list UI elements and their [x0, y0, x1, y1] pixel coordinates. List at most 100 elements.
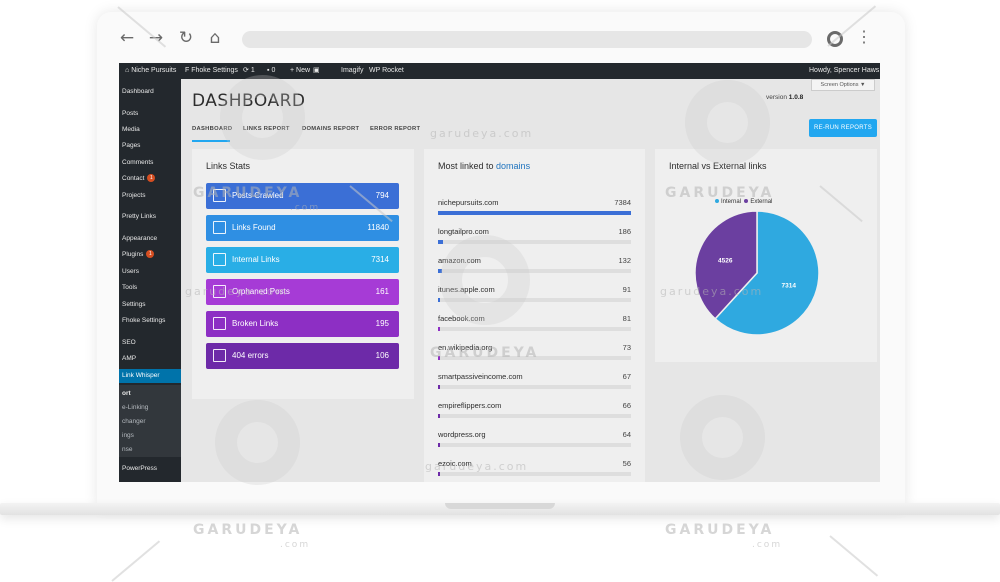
domain-count: 186 [618, 227, 631, 236]
home-icon[interactable]: ⌂ [209, 28, 221, 48]
screen-options-button[interactable]: Screen Options ▼ [811, 79, 875, 91]
page-title: DASHBOARD [192, 91, 306, 111]
sidebar-item-seo[interactable]: SEO [122, 339, 136, 346]
domain-bar [438, 240, 443, 244]
imagify-link[interactable]: Imagify [341, 67, 364, 74]
site-home-link[interactable]: ⌂ Niche Pursuits [125, 67, 177, 74]
address-bar[interactable] [242, 31, 812, 48]
profile-icon[interactable] [827, 31, 843, 47]
submenu-item-settings[interactable]: ings [122, 432, 134, 439]
sidebar-item-settings[interactable]: Settings [122, 301, 146, 308]
sidebar-item-posts[interactable]: Posts [122, 110, 139, 117]
watermark-text: GARUDEYA [193, 522, 303, 538]
domain-row[interactable]: en.wikipedia.org 73 [438, 343, 631, 372]
submenu-item-license[interactable]: nse [122, 446, 133, 453]
domain-bar [438, 269, 442, 273]
sidebar-item-projects[interactable]: Projects [122, 192, 146, 199]
domain-row[interactable]: smartpassiveincome.com 67 [438, 372, 631, 401]
domain-bar-track [438, 240, 631, 244]
howdy-user[interactable]: Howdy, Spencer Haws [809, 67, 880, 74]
sidebar-item-tools[interactable]: Tools [122, 284, 138, 291]
sidebar-item-amp[interactable]: AMP [122, 355, 137, 362]
fhoke-settings-link[interactable]: F Fhoke Settings [185, 67, 238, 74]
sidebar-item-pretty-links[interactable]: Pretty Links [122, 213, 156, 220]
wp-rocket-link[interactable]: WP Rocket [369, 67, 404, 74]
watermark-domain: .com [752, 540, 783, 550]
sidebar-item-pages[interactable]: Pages [122, 142, 141, 149]
comments-link[interactable]: ▪ 0 [267, 67, 276, 74]
laptop-notch [445, 503, 555, 509]
sidebar-item-link-whisper[interactable]: Link Whisper [119, 369, 181, 383]
domain-row[interactable]: amazon.com 132 [438, 256, 631, 285]
domain-name: wordpress.org [438, 430, 486, 439]
domain-bar-track [438, 298, 631, 302]
domain-name: longtailpro.com [438, 227, 489, 236]
reload-icon[interactable]: ↻ [178, 28, 194, 48]
sidebar-item-powerpress[interactable]: PowerPress [122, 465, 158, 472]
tab-error-report[interactable]: ERROR REPORT [370, 126, 421, 132]
stat-label: Posts Crawled [232, 191, 284, 200]
domain-row[interactable]: wordpress.org 64 [438, 430, 631, 459]
domain-name: empireflippers.com [438, 401, 502, 410]
stat-tile[interactable]: Broken Links 195 [206, 311, 399, 337]
sidebar-item-appearance[interactable]: Appearance [122, 235, 158, 242]
tab-links-report[interactable]: LINKS REPORT [243, 126, 290, 132]
rerun-reports-button[interactable]: RE-RUN REPORTS [809, 119, 877, 137]
sidebar-item-users[interactable]: Users [122, 268, 139, 275]
domain-row[interactable]: ezoic.com 56 [438, 459, 631, 482]
sidebar-item-fhoke-settings[interactable]: Fhoke Settings [122, 317, 166, 324]
sidebar-item-contact[interactable]: Contact 1 [119, 172, 181, 186]
domain-name: en.wikipedia.org [438, 343, 493, 352]
sidebar-item-comments[interactable]: Comments [122, 159, 154, 166]
stat-value: 161 [375, 287, 389, 296]
sidebar-item-media[interactable]: Media [122, 126, 140, 133]
stat-tile[interactable]: Links Found 11840 [206, 215, 399, 241]
stat-tile[interactable]: 404 errors 106 [206, 343, 399, 369]
stat-tile[interactable]: Orphaned Posts 161 [206, 279, 399, 305]
domain-count: 81 [622, 314, 631, 323]
domain-row[interactable]: facebook.com 81 [438, 314, 631, 343]
contact-count-badge: 1 [147, 174, 156, 183]
updates-link[interactable]: ⟳ 1 [243, 67, 255, 74]
domain-count: 7384 [614, 198, 631, 207]
active-tab-indicator [192, 140, 230, 142]
stat-label: Internal Links [232, 255, 280, 264]
tab-domains-report[interactable]: DOMAINS REPORT [302, 126, 360, 132]
back-arrow-icon[interactable]: ← [119, 28, 135, 48]
domain-bar-track [438, 385, 631, 389]
kebab-menu-icon[interactable]: ⋮ [856, 29, 872, 46]
stat-value: 794 [375, 191, 389, 200]
domain-bar [438, 298, 441, 302]
tab-dashboard[interactable]: DASHBOARD [192, 126, 233, 132]
domain-count: 64 [622, 430, 631, 439]
stat-tile[interactable]: Posts Crawled 794 [206, 183, 399, 209]
stat-label: Broken Links [232, 319, 279, 328]
sidebar-item-plugins[interactable]: Plugins 1 [119, 248, 181, 262]
internal-link-icon [213, 253, 226, 266]
domain-name: nichepursuits.com [438, 198, 499, 207]
submenu-item-report[interactable]: ort [122, 390, 131, 397]
domain-name: itunes.apple.com [438, 285, 495, 294]
internal-external-card: Internal vs External links Internal Exte… [655, 149, 877, 362]
domain-row[interactable]: nichepursuits.com 7384 [438, 198, 631, 227]
stat-value: 195 [375, 319, 389, 328]
stat-tile[interactable]: Internal Links 7314 [206, 247, 399, 273]
pie-slice-external[interactable] [694, 211, 758, 320]
new-content-link[interactable]: + New [290, 67, 311, 74]
watermark-slash [829, 535, 879, 577]
domain-count: 66 [622, 401, 631, 410]
forward-arrow-icon[interactable]: → [148, 28, 164, 48]
domain-bar-track [438, 356, 631, 360]
domain-row[interactable]: empireflippers.com 66 [438, 401, 631, 430]
domain-row[interactable]: longtailpro.com 186 [438, 227, 631, 256]
submenu-item-url-changer[interactable]: changer [122, 418, 146, 425]
domains-title-link[interactable]: domains [496, 161, 531, 171]
sidebar-item-dashboard[interactable]: Dashboard [122, 88, 154, 95]
domain-count: 56 [622, 459, 631, 468]
domain-count: 91 [622, 285, 631, 294]
pie-slice-label: 4526 [718, 258, 733, 265]
submenu-item-auto-linking[interactable]: e-Linking [122, 404, 149, 411]
pie-slice-internal[interactable] [714, 211, 820, 336]
domain-row[interactable]: itunes.apple.com 91 [438, 285, 631, 314]
